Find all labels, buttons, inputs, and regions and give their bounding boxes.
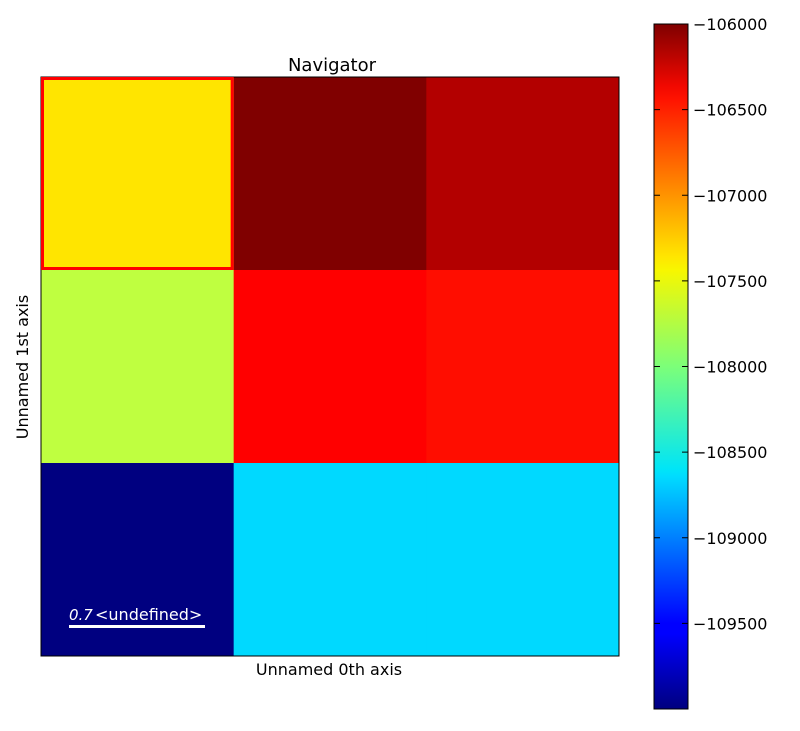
heatmap-cells [41,77,620,657]
heatmap-cell-r2-c0 [41,463,235,657]
colorbar-ticks: −106000 −106500 −107000 −107500 −108000 −1085… [654,15,767,633]
colorbar-tick-label: −106500 [693,101,767,120]
scale-bar: 0.7 <undefined> [69,605,205,628]
heatmap-cell-r1-c0 [41,270,235,464]
selected-cell-highlight [41,77,234,270]
plot-frame [40,76,620,657]
scale-bar-value: 0.7 [69,606,93,624]
y-axis-label: Unnamed 1st axis [13,295,32,439]
colorbar-tick-label: −109500 [693,614,767,633]
heatmap-cell-r0-c0 [41,77,235,271]
heatmap-cell-r2-c1 [233,463,427,657]
colorbar-tick-label: −107500 [693,272,767,291]
scale-bar-line [69,625,205,628]
colorbar-tick-label: −106000 [693,15,767,34]
colorbar-tick-label: −109000 [693,529,767,548]
colorbar-tick-label: −107000 [693,186,767,205]
heatmap-cell-r1-c1 [233,270,427,464]
colorbar-tick-label: −108000 [693,358,767,377]
x-axis-label: Unnamed 0th axis [256,660,402,679]
heatmap-cell-r0-c1 [233,77,427,271]
scale-bar-unit: <undefined> [95,605,202,624]
heatmap-cell-r2-c2 [426,463,620,657]
chart-title: Navigator [288,55,377,76]
colorbar-tick-label: −108500 [693,443,767,462]
heatmap-cell-r0-c2 [426,77,620,271]
heatmap-cell-r1-c2 [426,270,620,464]
